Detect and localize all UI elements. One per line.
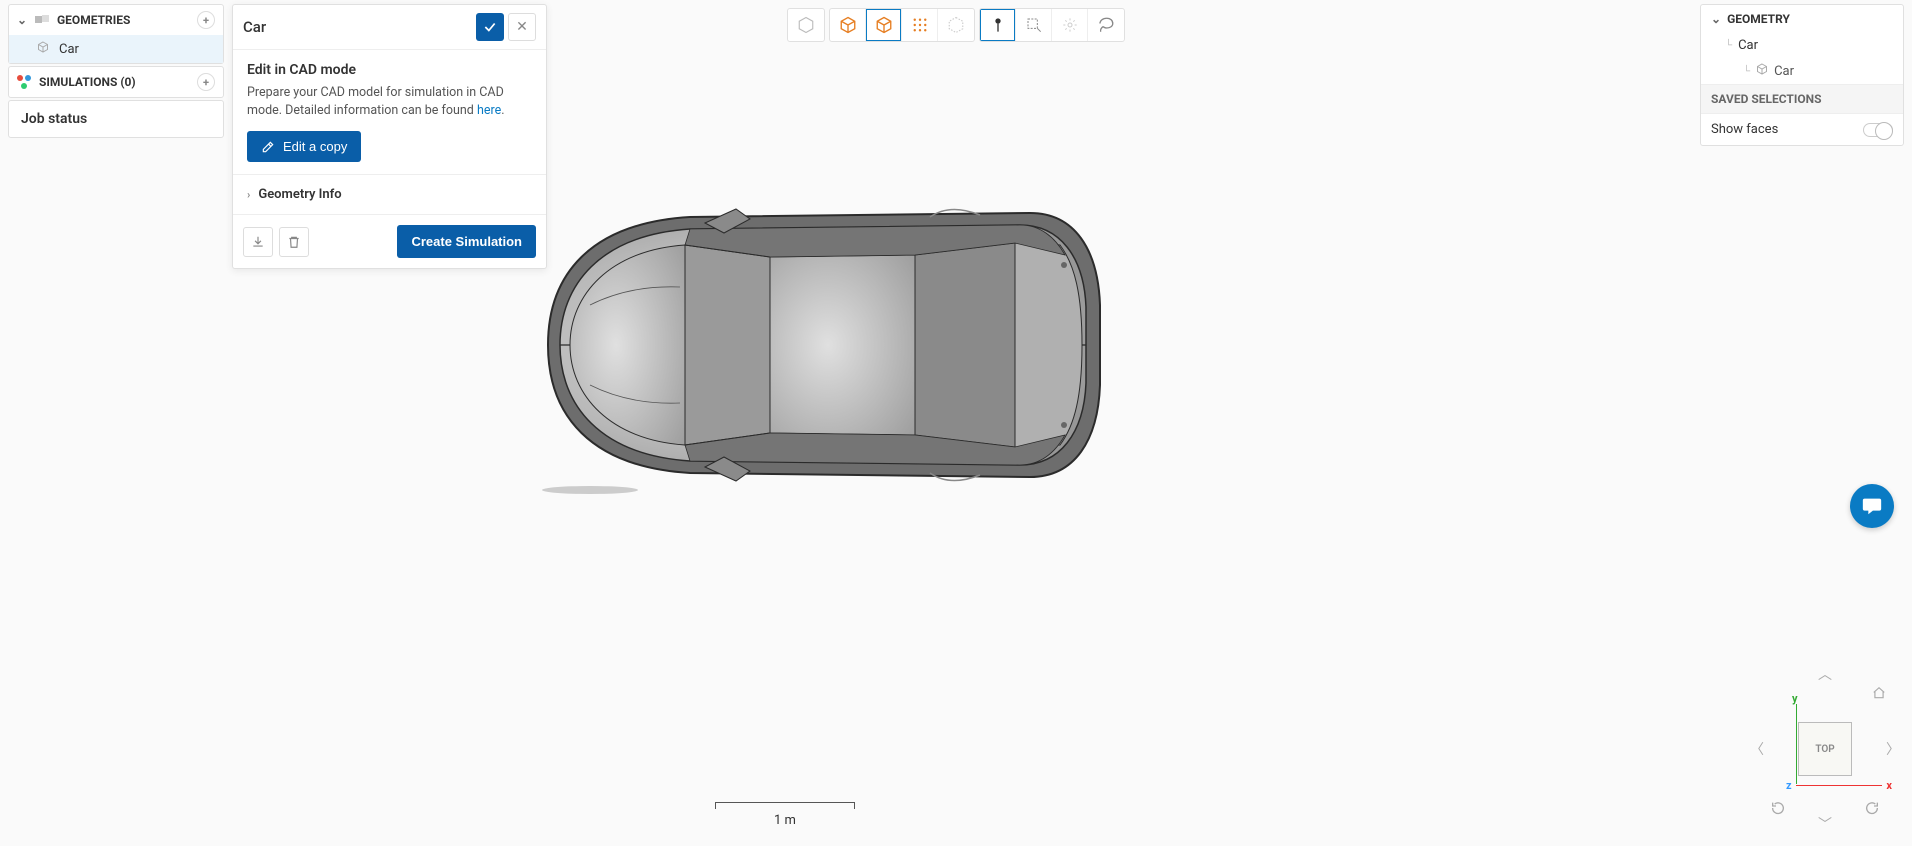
simulations-section: SIMULATIONS (0) + <box>8 66 224 98</box>
probe-button[interactable] <box>980 9 1016 41</box>
simulations-icon <box>17 75 31 89</box>
geometry-tree-item[interactable]: Car <box>9 35 223 63</box>
geometry-panel-title: GEOMETRY <box>1727 12 1790 26</box>
select-box-icon <box>1026 17 1042 33</box>
rotate-ccw-icon <box>1770 800 1786 816</box>
nav-home-button[interactable] <box>1872 686 1886 704</box>
nav-up-button[interactable]: ︿ <box>1818 664 1832 684</box>
geometry-detail-card: Car ✕ Edit in CAD mode Prepare your CAD … <box>232 4 547 269</box>
edit-icon <box>261 140 275 154</box>
home-icon <box>1872 686 1886 700</box>
add-geometry-button[interactable]: + <box>197 11 215 29</box>
saved-selections-header: SAVED SELECTIONS <box>1701 84 1903 113</box>
axis-z-label: z <box>1786 779 1792 792</box>
job-status-label: Job status <box>21 111 87 127</box>
measure-button[interactable] <box>1088 9 1124 41</box>
delete-button[interactable] <box>279 227 309 257</box>
nav-left-button[interactable]: 〈 <box>1750 739 1764 759</box>
cube-dashed-icon <box>947 16 965 34</box>
geometry-panel: ⌄ GEOMETRY └ Car └ Car SAVED SELECTIONS … <box>1700 4 1904 146</box>
tree-connector-icon: └ <box>1743 66 1750 77</box>
confirm-button[interactable] <box>476 13 504 41</box>
card-body: Edit in CAD mode Prepare your CAD model … <box>233 50 546 175</box>
close-icon: ✕ <box>516 19 528 35</box>
geometry-panel-item[interactable]: └ Car <box>1701 33 1903 58</box>
tree-connector-icon: └ <box>1725 40 1732 51</box>
geometries-section: ⌄ GEOMETRIES + Car <box>8 4 224 64</box>
check-icon <box>483 20 497 34</box>
card-footer: Create Simulation <box>233 215 546 268</box>
view-navigation: y x z ︿ ﹀ 〈 〉 TOP <box>1750 664 1900 834</box>
job-status-panel[interactable]: Job status <box>8 100 224 138</box>
points-icon <box>911 16 929 34</box>
lasso-icon <box>1097 16 1115 34</box>
geometries-icon <box>35 13 49 27</box>
show-faces-label: Show faces <box>1711 122 1778 137</box>
show-faces-row: Show faces <box>1701 113 1903 145</box>
chevron-down-icon: ⌄ <box>1711 12 1721 26</box>
show-faces-toggle[interactable] <box>1863 123 1893 137</box>
edit-heading: Edit in CAD mode <box>247 62 532 78</box>
gear-icon <box>1062 17 1078 33</box>
card-title: Car <box>243 18 472 36</box>
rotate-cw-icon <box>1864 800 1880 816</box>
axis-y-label: y <box>1792 692 1798 705</box>
geometry-info-row[interactable]: › Geometry Info <box>233 175 546 215</box>
trash-icon <box>287 235 301 249</box>
render-wire-button[interactable] <box>830 9 866 41</box>
geometry-subitem-label: Car <box>1774 64 1794 79</box>
geometry-panel-header[interactable]: ⌄ GEOMETRY <box>1701 5 1903 33</box>
edit-copy-label: Edit a copy <box>283 139 347 154</box>
rotate-cw-button[interactable] <box>1864 800 1880 820</box>
axis-x-label: x <box>1886 779 1892 792</box>
scale-bar: 1 m <box>715 802 855 828</box>
geometry-panel-subitem[interactable]: └ Car <box>1701 58 1903 84</box>
geometry-item-label: Car <box>59 42 79 57</box>
chat-icon <box>1861 495 1883 517</box>
cube-solid-icon <box>797 16 815 34</box>
select-box-button[interactable] <box>1016 9 1052 41</box>
cube-wire-icon <box>839 16 857 34</box>
chevron-right-icon: › <box>247 188 250 201</box>
cube-icon <box>37 41 53 57</box>
nav-down-button[interactable]: ﹀ <box>1818 814 1832 834</box>
rotate-ccw-button[interactable] <box>1770 800 1786 820</box>
download-icon <box>251 235 265 249</box>
scale-label: 1 m <box>774 813 796 828</box>
view-cube-face[interactable]: TOP <box>1798 722 1852 776</box>
scale-line <box>715 802 855 809</box>
edit-copy-button[interactable]: Edit a copy <box>247 131 361 162</box>
download-button[interactable] <box>243 227 273 257</box>
car-model <box>460 195 1110 495</box>
card-header: Car ✕ <box>233 5 546 50</box>
render-points-button[interactable] <box>902 9 938 41</box>
pin-icon <box>990 17 1006 33</box>
geometry-info-label: Geometry Info <box>258 187 341 202</box>
geometry-item-label: Car <box>1738 38 1758 53</box>
left-tree-panel: ⌄ GEOMETRIES + Car SIMULATIONS (0) + Job… <box>8 4 224 138</box>
render-transparent-button[interactable] <box>938 9 974 41</box>
geometries-header[interactable]: ⌄ GEOMETRIES + <box>9 5 223 35</box>
close-button[interactable]: ✕ <box>508 13 536 41</box>
help-fab[interactable] <box>1850 484 1894 528</box>
geometries-title: GEOMETRIES <box>57 13 197 27</box>
cube-wire2-icon <box>875 16 893 34</box>
settings-view-button[interactable] <box>1052 9 1088 41</box>
simulations-title: SIMULATIONS (0) <box>39 75 197 89</box>
render-wire2-button[interactable] <box>866 9 902 41</box>
here-link[interactable]: here <box>477 103 501 118</box>
create-simulation-button[interactable]: Create Simulation <box>397 225 536 258</box>
cube-icon <box>1756 63 1768 79</box>
nav-right-button[interactable]: 〉 <box>1886 739 1900 759</box>
render-solid-button[interactable] <box>788 9 824 41</box>
edit-description: Prepare your CAD model for simulation in… <box>247 84 532 119</box>
simulations-header[interactable]: SIMULATIONS (0) + <box>9 67 223 97</box>
view-toolbar <box>787 8 1125 42</box>
chevron-down-icon: ⌄ <box>17 13 31 27</box>
add-simulation-button[interactable]: + <box>197 73 215 91</box>
right-panel: ⌄ GEOMETRY └ Car └ Car SAVED SELECTIONS … <box>1700 4 1904 146</box>
